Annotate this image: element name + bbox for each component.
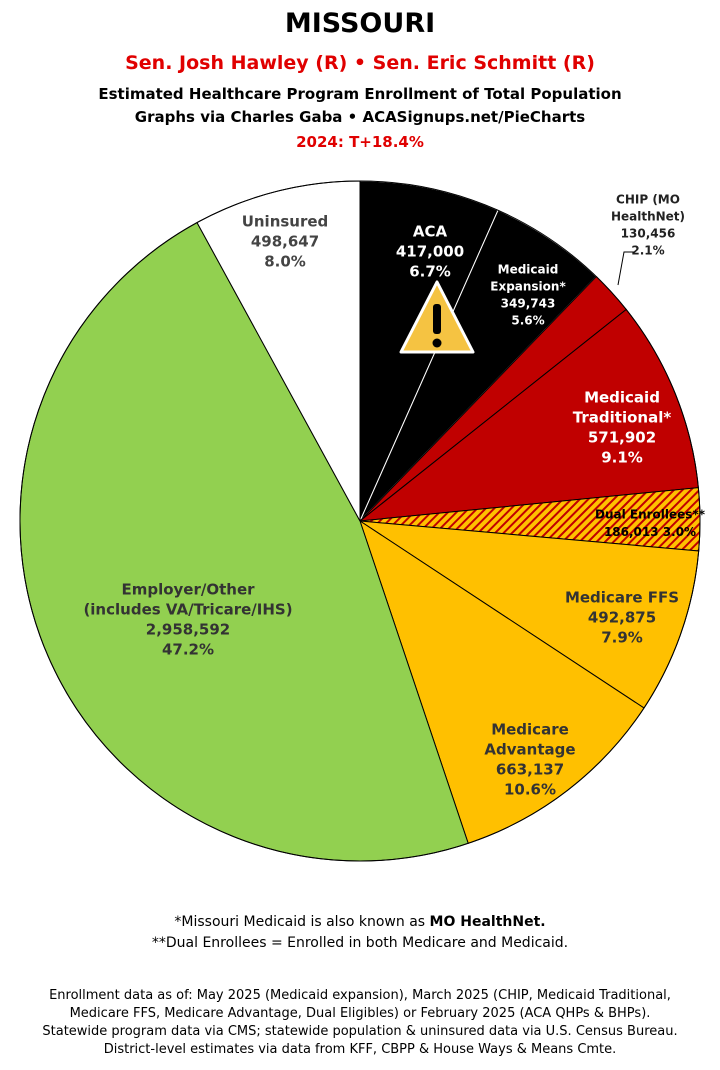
percent-label: 2.1% bbox=[631, 244, 664, 258]
percent-label: 3.0% bbox=[663, 525, 696, 539]
percent-label: 9.1% bbox=[601, 449, 643, 467]
slice-name: Expansion* bbox=[490, 280, 566, 294]
slice-name: Medicare FFS bbox=[565, 589, 679, 607]
slice-name: Traditional* bbox=[573, 409, 672, 427]
source-3: Statewide program data via CMS; statewid… bbox=[42, 1024, 678, 1039]
footnote-1: *Missouri Medicaid is also known as MO H… bbox=[0, 913, 720, 932]
slice-name: (includes VA/Tricare/IHS) bbox=[83, 601, 292, 619]
source-1: Enrollment data as of: May 2025 (Medicai… bbox=[49, 988, 671, 1003]
leader-line bbox=[617, 251, 634, 286]
slice-name: CHIP (MO bbox=[616, 193, 680, 207]
value-label: 130,456 bbox=[621, 227, 676, 241]
slice-name: Medicare bbox=[491, 721, 569, 739]
slice-name: ACA bbox=[413, 223, 448, 241]
footnote-text: *Missouri Medicaid is also known as bbox=[174, 914, 430, 930]
value-label: 663,137 bbox=[496, 761, 564, 779]
value-label: 186,013 bbox=[604, 525, 659, 539]
senators: Sen. Josh Hawley (R) • Sen. Eric Schmitt… bbox=[125, 52, 595, 74]
footnote-bold: MO HealthNet. bbox=[429, 914, 546, 930]
slice-value: 186,013 3.0% bbox=[604, 525, 696, 539]
value-label: 417,000 bbox=[396, 243, 464, 261]
percent-label: 7.9% bbox=[601, 629, 643, 647]
slice-name: HealthNet) bbox=[611, 210, 685, 224]
pie-outline bbox=[19, 180, 701, 862]
value-label: 492,875 bbox=[588, 609, 656, 627]
percent-label: 6.7% bbox=[409, 263, 451, 281]
footnote-2: **Dual Enrollees = Enrolled in both Medi… bbox=[151, 935, 569, 951]
value-label: 349,743 bbox=[501, 297, 556, 311]
source-4: District-level estimates via data from K… bbox=[103, 1042, 617, 1057]
partisan-lean: 2024: T+18.4% bbox=[296, 133, 424, 151]
percent-label: 10.6% bbox=[504, 781, 556, 799]
slice-name: Advantage bbox=[484, 741, 575, 759]
chart-title: MISSOURI bbox=[284, 8, 436, 39]
percent-label: 47.2% bbox=[162, 641, 214, 659]
percent-label: 5.6% bbox=[511, 314, 544, 328]
value-label: 498,647 bbox=[251, 233, 319, 251]
slice-name: Uninsured bbox=[242, 213, 329, 231]
slice-name: Medicaid bbox=[584, 389, 660, 407]
percent-label: 8.0% bbox=[264, 253, 306, 271]
slice-name: Medicaid bbox=[498, 263, 559, 277]
value-label: 2,958,592 bbox=[146, 621, 230, 639]
source-2: Medicare FFS, Medicare Advantage, Dual E… bbox=[69, 1006, 651, 1021]
value-label: 571,902 bbox=[588, 429, 656, 447]
slice-name: Dual Enrollees** bbox=[595, 508, 706, 522]
subtitle: Estimated Healthcare Program Enrollment … bbox=[98, 85, 622, 103]
warning-icon bbox=[399, 280, 475, 354]
credit: Graphs via Charles Gaba • ACASignups.net… bbox=[134, 108, 586, 126]
slice-name: Employer/Other bbox=[121, 581, 255, 599]
